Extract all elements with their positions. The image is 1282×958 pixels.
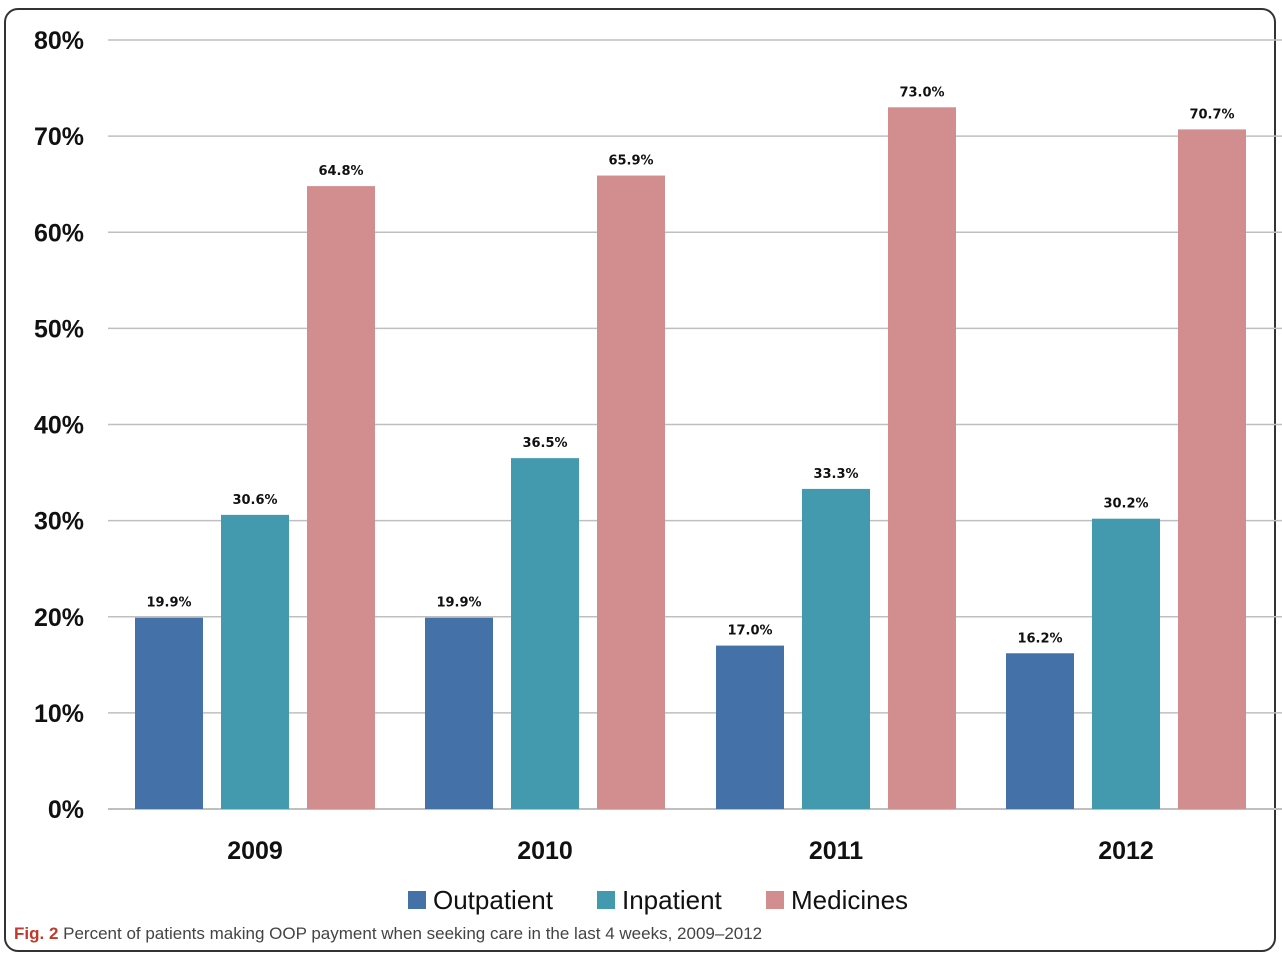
bars xyxy=(135,107,1246,810)
bar-medicines-2010 xyxy=(597,175,665,809)
data-label: 17.0% xyxy=(727,624,772,639)
y-tick-label: 0% xyxy=(48,796,84,824)
data-label: 19.9% xyxy=(146,596,191,611)
figure-caption: Fig. 2 Percent of patients making OOP pa… xyxy=(14,924,762,944)
x-tick-label: 2009 xyxy=(227,837,283,865)
data-label: 16.2% xyxy=(1017,631,1062,646)
bar-medicines-2012 xyxy=(1178,129,1246,810)
legend: Outpatient Inpatient Medicines xyxy=(408,885,908,915)
y-tick-label: 20% xyxy=(34,604,84,632)
y-tick-label: 70% xyxy=(34,123,84,151)
bar-outpatient-2011 xyxy=(716,645,784,809)
x-axis-ticks: 2009 2010 2011 2012 xyxy=(227,837,1154,865)
legend-swatch-inpatient xyxy=(597,891,615,909)
data-label: 33.3% xyxy=(813,467,858,482)
y-tick-label: 60% xyxy=(34,219,84,247)
data-label: 36.5% xyxy=(522,436,567,451)
bar-inpatient-2009 xyxy=(221,514,289,809)
bar-inpatient-2011 xyxy=(802,488,870,809)
gridlines xyxy=(108,39,1282,810)
legend-label-medicines: Medicines xyxy=(791,885,908,915)
legend-swatch-outpatient xyxy=(408,891,426,909)
caption-text: Percent of patients making OOP payment w… xyxy=(63,924,763,943)
data-label: 30.6% xyxy=(232,493,277,508)
y-tick-label: 30% xyxy=(34,508,84,536)
y-axis-ticks: 0% 10% 20% 30% 40% 50% 60% 70% 80% xyxy=(34,27,84,824)
x-tick-label: 2010 xyxy=(517,837,573,865)
bar-inpatient-2010 xyxy=(511,458,579,809)
y-tick-label: 10% xyxy=(34,700,84,728)
data-labels: 19.9% 30.6% 64.8% 19.9% 36.5% 65.9% 17.0% 33.3%… xyxy=(146,85,1234,646)
y-tick-label: 40% xyxy=(34,412,84,440)
x-tick-label: 2011 xyxy=(809,837,863,865)
y-tick-label: 80% xyxy=(34,27,84,55)
bar-outpatient-2009 xyxy=(135,617,203,809)
data-label: 64.8% xyxy=(318,164,363,179)
data-label: 30.2% xyxy=(1103,497,1148,512)
legend-label-inpatient: Inpatient xyxy=(622,885,723,915)
x-tick-label: 2012 xyxy=(1098,837,1154,865)
legend-label-outpatient: Outpatient xyxy=(433,885,554,915)
data-label: 73.0% xyxy=(899,85,944,100)
figure-frame xyxy=(4,8,1276,952)
data-label: 19.9% xyxy=(436,596,481,611)
bar-outpatient-2010 xyxy=(425,617,493,809)
y-tick-label: 50% xyxy=(34,315,84,343)
bar-inpatient-2012 xyxy=(1092,518,1160,809)
bar-outpatient-2012 xyxy=(1006,653,1074,809)
caption-label: Fig. 2 xyxy=(14,924,59,943)
data-label: 70.7% xyxy=(1189,107,1234,122)
legend-swatch-medicines xyxy=(766,891,784,909)
bar-medicines-2011 xyxy=(888,107,956,810)
data-label: 65.9% xyxy=(608,154,653,169)
bar-medicines-2009 xyxy=(307,186,375,810)
